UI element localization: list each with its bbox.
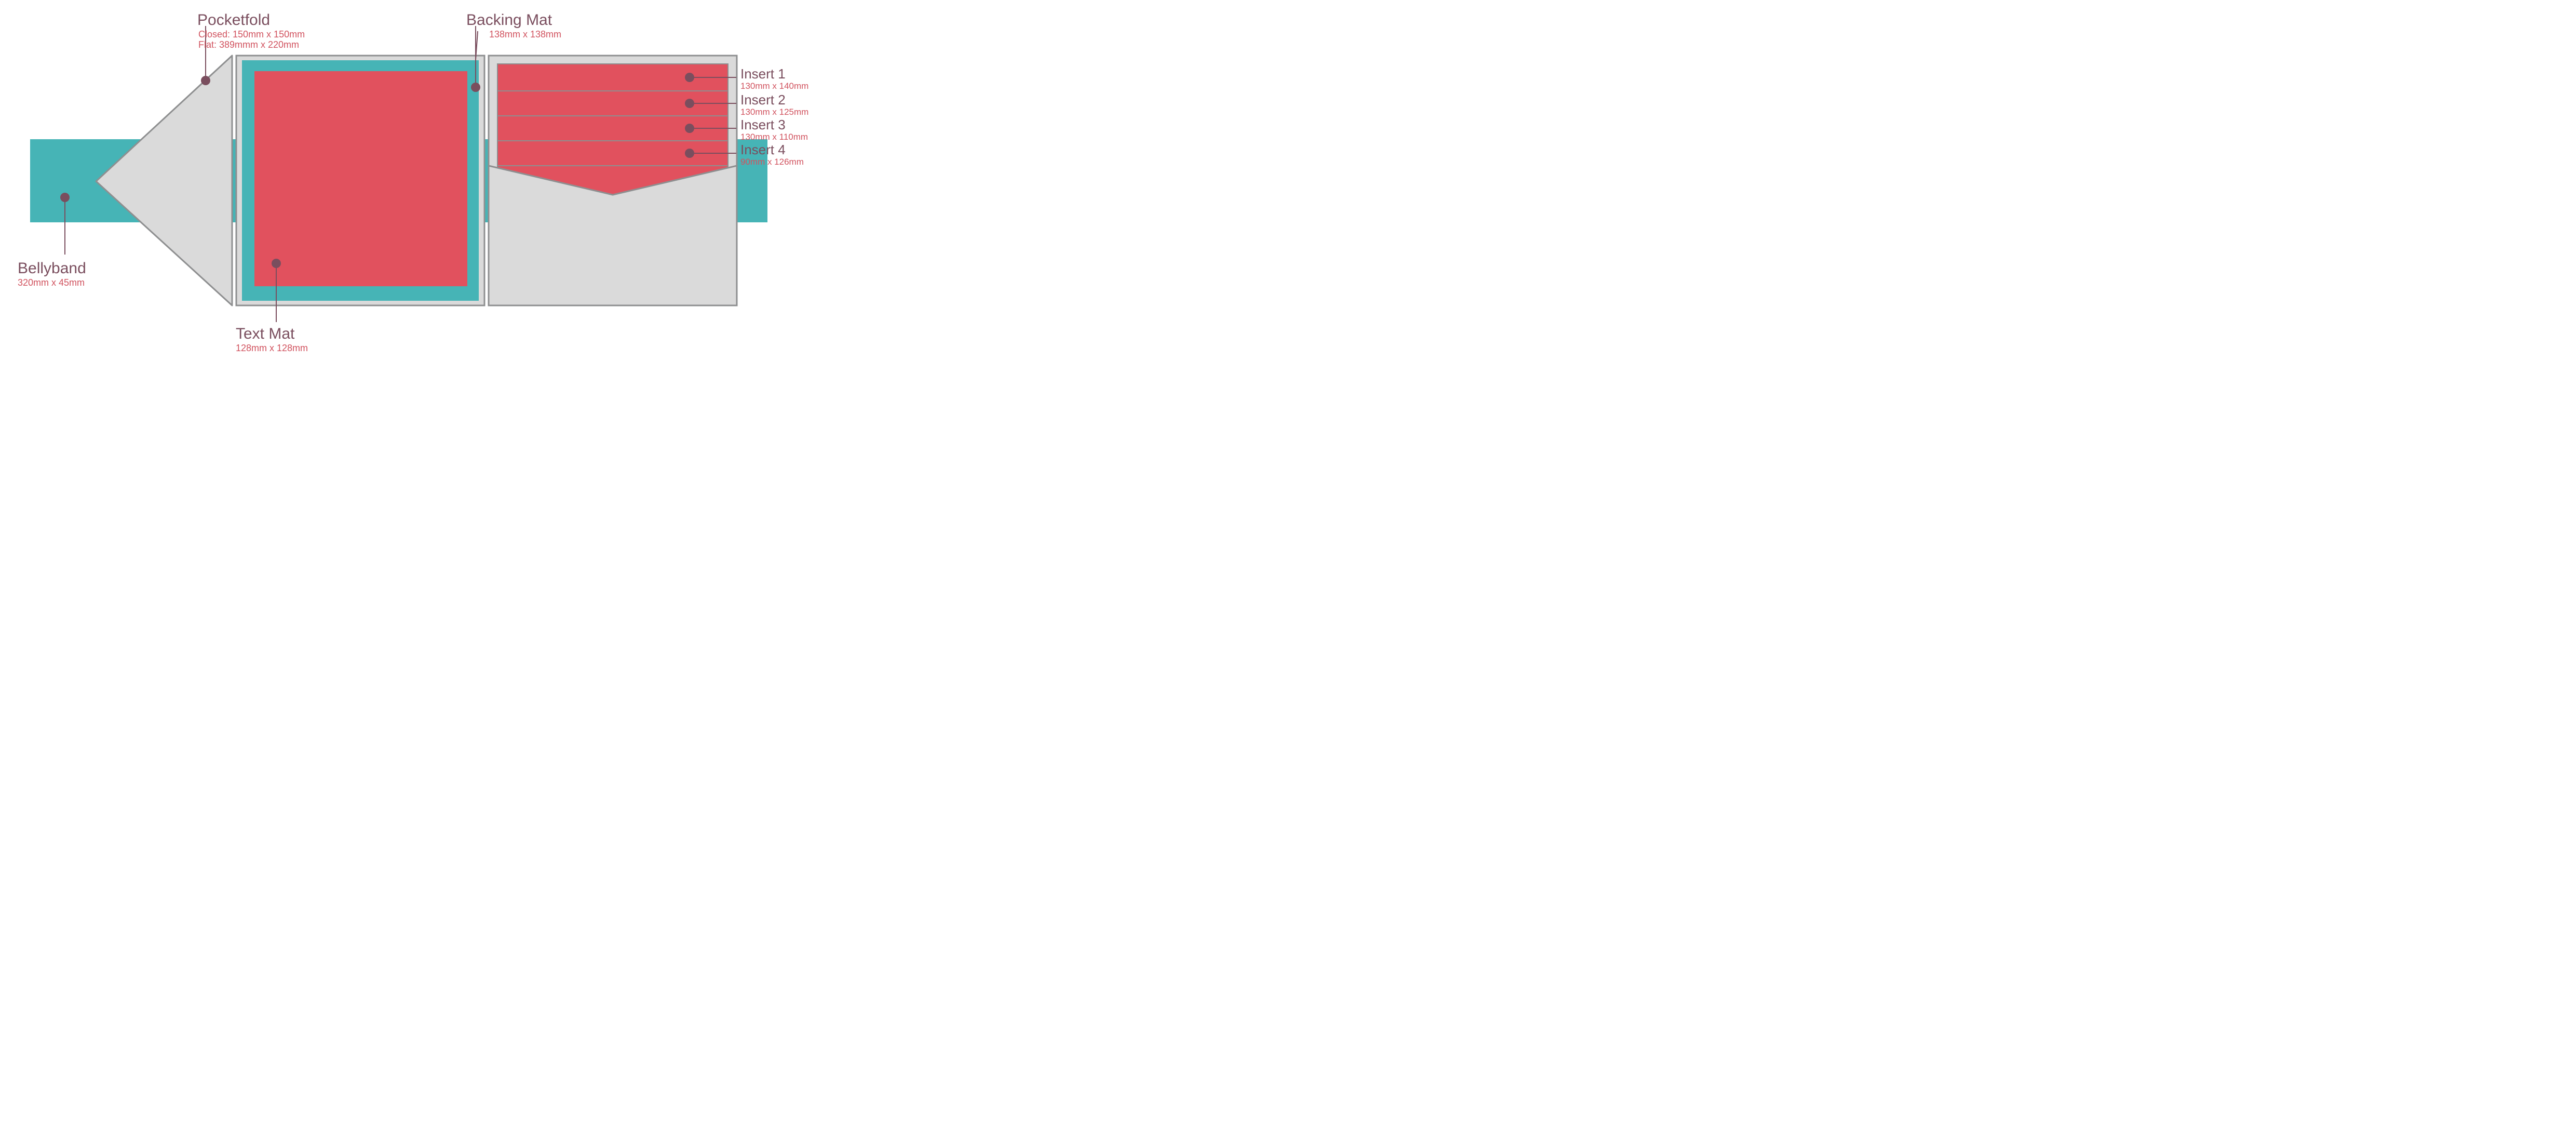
label-insert1-size: 130mm x 140mm — [740, 81, 808, 91]
pocketfold-dot — [201, 76, 210, 85]
label-pocketfold-line2: Flat: 389mmm x 220mm — [198, 39, 299, 50]
label-bellyband-line1: 320mm x 45mm — [18, 277, 85, 288]
label-bellyband-title: Bellyband — [18, 260, 86, 277]
label-pocketfold-line1: Closed: 150mm x 150mm — [198, 29, 305, 39]
bellyband-dot — [60, 193, 70, 202]
insert-4-dot — [685, 149, 694, 158]
label-insert3-size: 130mm x 110mm — [740, 132, 808, 142]
text-mat-dot — [272, 259, 281, 268]
label-pocketfold-title: Pocketfold — [197, 11, 270, 29]
label-insert2-size: 130mm x 125mm — [740, 107, 808, 117]
label-insert4-title: Insert 4 — [740, 142, 786, 157]
label-insert4-size: 90mm x 126mm — [740, 157, 804, 167]
insert-3-dot — [685, 124, 694, 133]
label-insert2-title: Insert 2 — [740, 92, 786, 108]
label-textmat-title: Text Mat — [236, 325, 295, 342]
text-mat — [254, 71, 467, 286]
insert-1-dot — [685, 73, 694, 82]
pocketfold-left-flap — [96, 56, 232, 305]
label-insert3-title: Insert 3 — [740, 117, 786, 132]
label-backingmat-title: Backing Mat — [466, 11, 552, 29]
insert-2-dot — [685, 99, 694, 108]
label-insert1-title: Insert 1 — [740, 66, 786, 82]
label-textmat-line1: 128mm x 128mm — [236, 343, 308, 353]
label-backingmat-line1: 138mm x 138mm — [489, 29, 561, 39]
